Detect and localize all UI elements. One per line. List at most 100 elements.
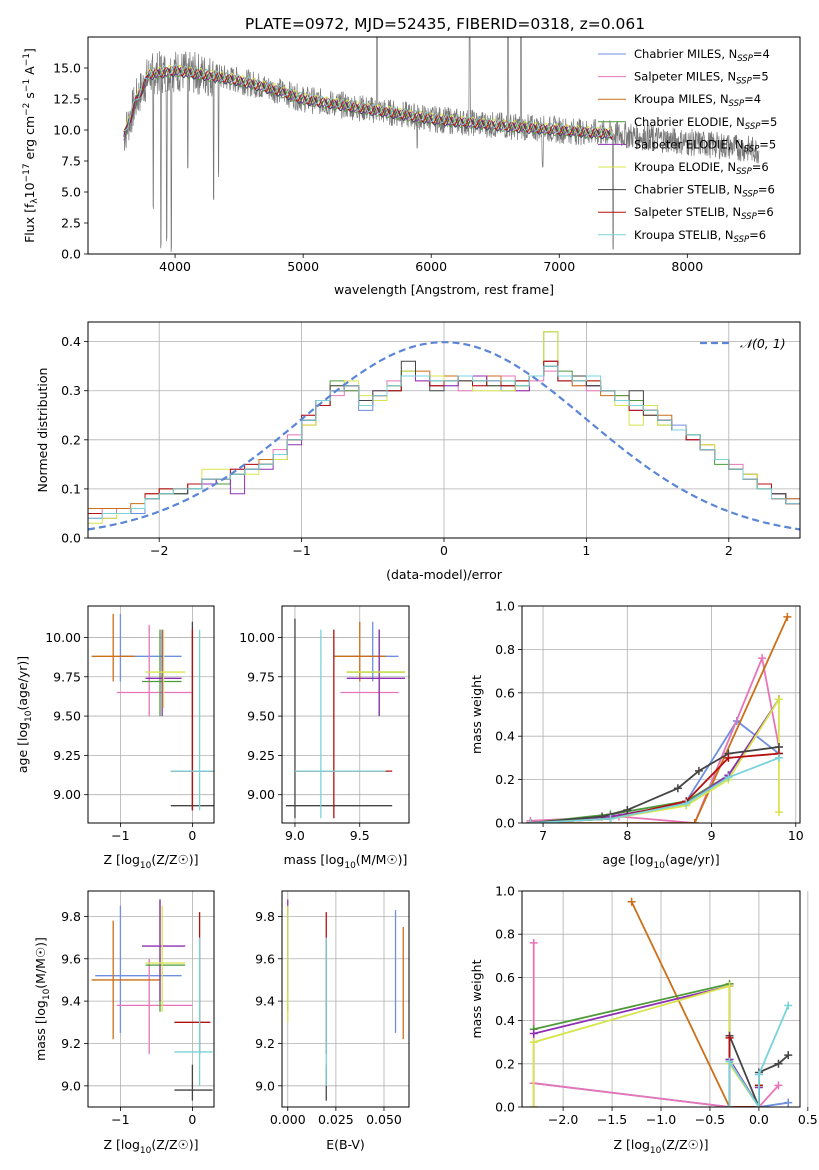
label-part: 10 [654, 861, 666, 871]
legend-entry: Chabrier ELODIE, NSSP=5 [634, 115, 777, 132]
x-axis-label: E(B-V) [326, 1137, 365, 1152]
label-part: (Z/Z☉)] [151, 852, 198, 867]
x-tick-label: −1 [111, 1112, 129, 1127]
x-tick-label: 10 [788, 828, 804, 843]
legend-entry: Salpeter MILES, NSSP=5 [634, 70, 769, 87]
plot-area [123, 37, 760, 253]
axes-age-vs-Z: −1 0 9.00 9.25 9.50 9.75 10.00 [45, 605, 215, 843]
label-part: 10 [24, 710, 34, 722]
legend-sub: SSP [744, 144, 760, 154]
weight-line-5 [532, 984, 760, 1107]
y-tick-label: 9.4 [255, 994, 275, 1009]
x-axis-label: Z [log10(Z/Z☉)] [103, 852, 198, 871]
y-tick-label: 9.75 [53, 669, 81, 684]
y-tick-label: 0.6 [495, 970, 515, 985]
x-tick-label: 1 [582, 543, 590, 558]
y-tick-label: 1.0 [495, 599, 515, 614]
legend-entry: Kroupa MILES, NSSP=4 [634, 92, 761, 109]
weight-marker [623, 805, 632, 814]
axes-mass-vs-EBV: 0.000 0.025 0.050 9.0 9.2 9.4 9.6 9.8 [255, 890, 410, 1127]
legend-entry: Salpeter ELODIE, NSSP=5 [634, 137, 776, 154]
weight-line-8 [728, 1005, 790, 1107]
legend-sub: SSP [734, 235, 750, 245]
weight-marker [784, 1051, 793, 1060]
y-tick-label: 9.8 [61, 909, 81, 924]
weight-line-2 [530, 616, 789, 823]
y-axis-label: mass weight [469, 959, 484, 1038]
legend-tail: =5 [759, 137, 776, 151]
axes-frame [521, 890, 801, 1108]
axes-frame [521, 605, 801, 824]
x-axis-label: mass [log10(M/M☉)] [284, 852, 408, 871]
y-tick-label: 5.0 [61, 185, 81, 200]
label-part: (age/yr)] [15, 656, 30, 711]
y-tick-label: 15.0 [53, 61, 81, 76]
histogram-step-8 [88, 365, 800, 519]
label-part: (M/M☉)] [33, 937, 48, 989]
x-tick-label: −0.5 [695, 1112, 725, 1127]
weight-marker [673, 784, 682, 793]
weight-marker [784, 1001, 793, 1010]
weight-marker [694, 766, 703, 775]
y-tick-label: 0.0 [61, 247, 81, 262]
x-tick-label: 8000 [671, 259, 703, 274]
legend-sub: SSP [742, 190, 758, 200]
y-tick-label: 0.4 [495, 1013, 515, 1028]
y-tick-label: 9.75 [247, 669, 275, 684]
legend-text: Salpeter STELIB, N [634, 205, 741, 219]
legend-sub: SSP [729, 99, 745, 109]
legend-sub: SSP [736, 167, 752, 177]
axes-frame [87, 605, 215, 824]
legend-tail: =5 [752, 70, 769, 84]
plot-area [526, 612, 792, 823]
axes-residuals: −2 −1 0 1 2 0.0 0.1 0.2 0.3 0.4 [61, 321, 801, 558]
x-tick-label: −2.0 [548, 1112, 578, 1127]
axes-weight-vs-Z: −2.0 −1.5 −1.0 −0.5 0.0 0.5 0.0 0.2 0.4 0.6 0.8 1.0 [495, 884, 818, 1128]
weight-marker [758, 654, 767, 663]
legend-tail: =5 [760, 115, 777, 129]
y-tick-label: 9.2 [61, 1036, 81, 1051]
weight-line-8 [530, 757, 780, 823]
x-tick-label: 0.025 [318, 1112, 354, 1127]
plot-area [91, 613, 214, 811]
plot-area [287, 899, 404, 1101]
x-tick-label: 9.0 [285, 828, 305, 843]
y-tick-label: 0.4 [61, 334, 81, 349]
normal-curve [88, 341, 800, 531]
x-tick-label: 7 [539, 828, 547, 843]
legend-tail: =6 [752, 160, 769, 174]
y-tick-label: 10.0 [53, 123, 81, 138]
y-tick-label: 12.5 [53, 92, 81, 107]
x-tick-label: 0.0 [749, 1112, 769, 1127]
y-tick-label: 0.8 [495, 927, 515, 942]
model-line-7 [123, 65, 613, 139]
y-tick-label: 9.25 [53, 748, 81, 763]
label-part: 10 [650, 1146, 662, 1156]
x-tick-label: 0.5 [798, 1112, 818, 1127]
axes-spectrum: 4000 5000 6000 7000 8000 0.0 2.5 5.0 7.5 10.0 12.5… [53, 36, 801, 274]
y-tick-label: 9.6 [255, 951, 275, 966]
y-axis-label: Flux [fλ10−17 erg cm−2 s−1 A−1] [22, 48, 40, 243]
weight-marker [774, 753, 783, 762]
legend-sub: SSP [741, 212, 757, 222]
x-tick-label: 0 [188, 1112, 196, 1127]
weight-marker [682, 799, 691, 808]
weight-marker [774, 695, 783, 704]
weight-marker [725, 1033, 734, 1042]
x-axis-label: wavelength [Angstrom, rest frame] [334, 282, 554, 297]
plot-title: PLATE=0972, MJD=52435, FIBERID=0318, z=0… [245, 15, 645, 33]
plot-area [285, 618, 406, 819]
y-axis-label: mass weight [469, 675, 484, 754]
y-tick-label: 0.0 [61, 531, 81, 546]
y-tick-label: 2.5 [61, 216, 81, 231]
plot-area [529, 897, 793, 1107]
x-tick-label: 0 [440, 543, 448, 558]
weight-marker [627, 897, 636, 906]
legend-entry: Salpeter STELIB, NSSP=6 [634, 205, 774, 222]
label-part: 10 [140, 1146, 152, 1156]
label-part: Z [log [103, 1137, 139, 1152]
label-part: mass [log [284, 852, 345, 867]
weight-marker [690, 819, 699, 823]
legend-entry: 𝒩(0, 1) [740, 336, 786, 351]
